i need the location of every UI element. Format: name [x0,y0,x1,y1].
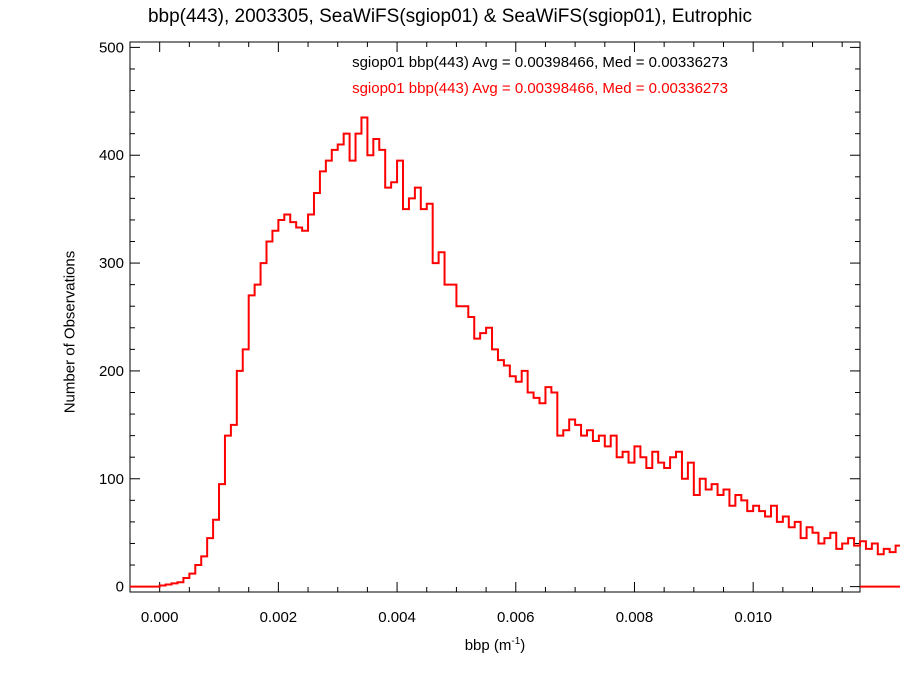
plot-frame [129,41,861,593]
y-tick-label: 300 [99,255,124,272]
x-tick-label: 0.000 [141,609,179,626]
x-axis-label-close: ) [520,637,526,654]
x-tick-label: 0.010 [734,609,772,626]
y-tick-label: 500 [99,39,124,56]
y-tick-label: 0 [116,579,124,596]
x-tick-label: 0.002 [260,609,298,626]
stat-annotation-red: sgiop01 bbp(443) Avg = 0.00398466, Med =… [352,80,728,97]
y-tick-label: 100 [99,471,124,488]
y-axis-label-text: Number of Observations [61,250,79,414]
x-tick-label: 0.006 [497,609,535,626]
chart-title: bbp(443), 2003305, SeaWiFS(sgiop01) & Se… [147,6,753,27]
x-tick-label: 0.004 [378,609,416,626]
x-axis-label-main: bbp (m [464,637,512,654]
histogram-series-line [130,116,900,588]
y-tick-label: 200 [99,363,124,380]
x-tick-label: 0.008 [616,609,654,626]
x-axis-label-sup: -1 [511,636,521,647]
x-axis-label: bbp (m-1) [130,636,860,654]
stat-annotation-black: sgiop01 bbp(443) Avg = 0.00398466, Med =… [352,54,728,71]
y-tick-label: 400 [99,147,124,164]
